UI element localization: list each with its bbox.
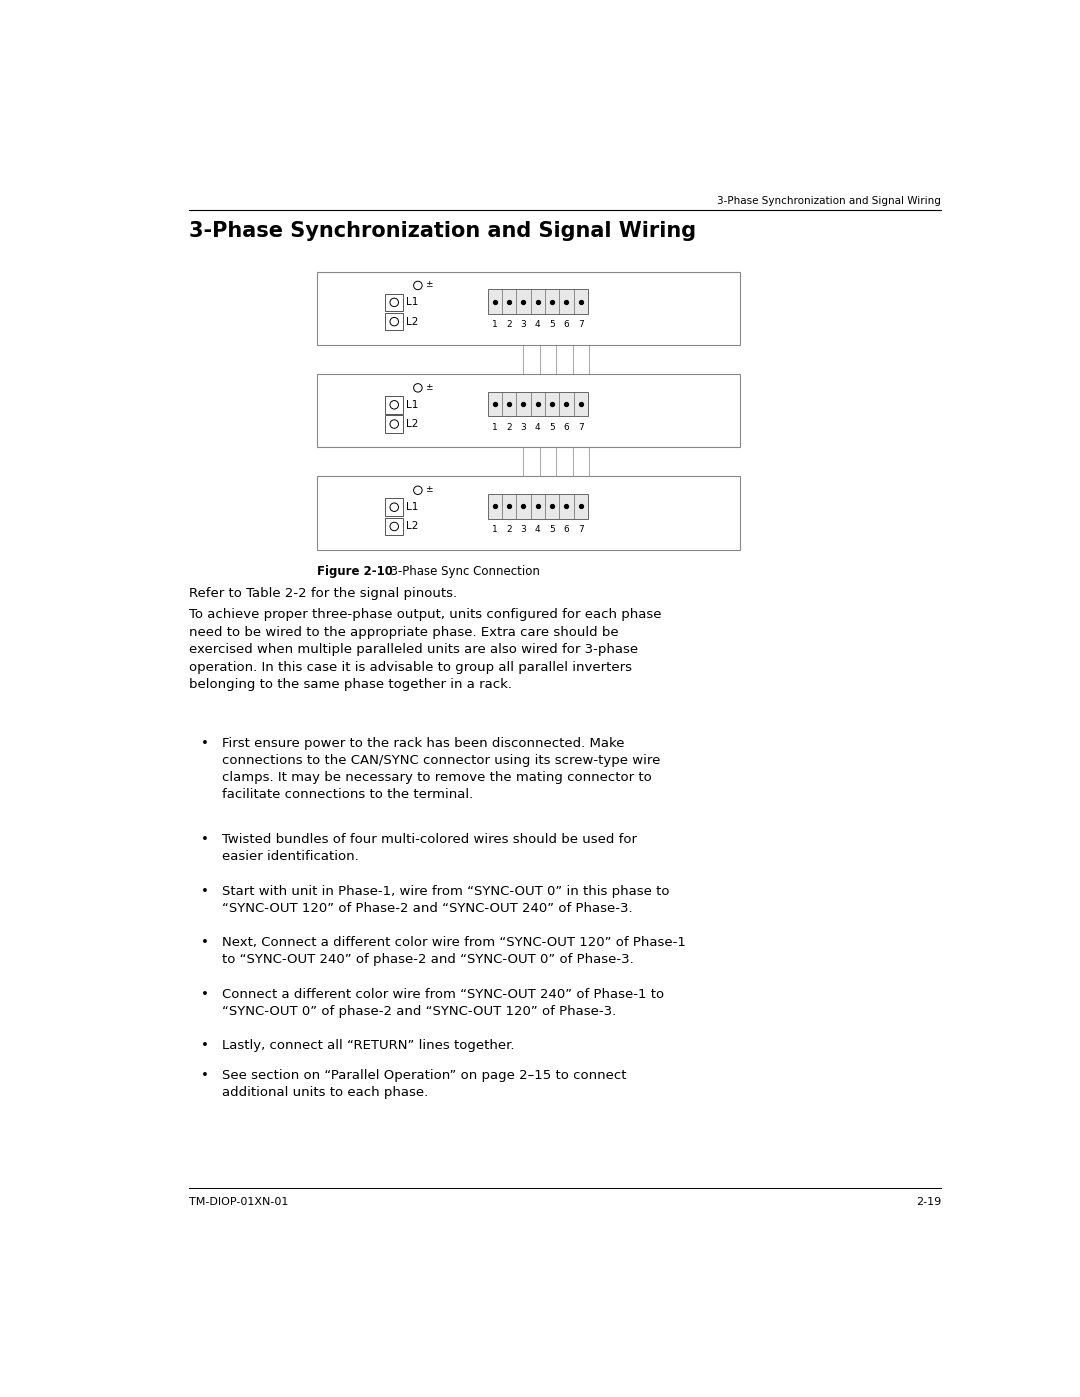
Text: 5: 5 [550, 320, 555, 330]
Text: 2-19: 2-19 [916, 1197, 941, 1207]
Text: ±: ± [424, 485, 432, 495]
Text: •: • [201, 833, 208, 847]
Bar [386, 313, 403, 331]
Text: L1: L1 [406, 298, 419, 307]
Text: •: • [201, 936, 208, 949]
Text: 7: 7 [578, 320, 583, 330]
Bar [318, 374, 740, 447]
Text: Next, Connect a different color wire from “SYNC-OUT 120” of Phase-1
to “SYNC-OUT: Next, Connect a different color wire fro… [221, 936, 686, 967]
Bar [386, 499, 403, 515]
Bar [386, 395, 403, 414]
Text: Twisted bundles of four multi-colored wires should be used for
easier identifica: Twisted bundles of four multi-colored wi… [221, 833, 637, 863]
Text: 5: 5 [550, 422, 555, 432]
Text: 3: 3 [521, 525, 526, 534]
Text: Start with unit in Phase-1, wire from “SYNC-OUT 0” in this phase to
“SYNC-OUT 12: Start with unit in Phase-1, wire from “S… [221, 884, 670, 915]
Text: 3: 3 [521, 320, 526, 330]
Text: 3-Phase Synchronization and Signal Wiring: 3-Phase Synchronization and Signal Wirin… [189, 221, 697, 240]
Text: 3-Phase Synchronization and Signal Wiring: 3-Phase Synchronization and Signal Wirin… [717, 196, 941, 207]
Text: Connect a different color wire from “SYNC-OUT 240” of Phase-1 to
“SYNC-OUT 0” of: Connect a different color wire from “SYN… [221, 988, 664, 1017]
Text: 5: 5 [550, 525, 555, 534]
Bar [386, 518, 403, 535]
Text: •: • [201, 988, 208, 1000]
Text: 1: 1 [491, 525, 498, 534]
Text: 2: 2 [507, 422, 512, 432]
Text: 1: 1 [491, 320, 498, 330]
Text: L1: L1 [406, 502, 419, 513]
Text: See section on “Parallel Operation” on page 2–15 to connect
additional units to : See section on “Parallel Operation” on p… [221, 1069, 626, 1099]
Text: 3: 3 [521, 422, 526, 432]
Text: To achieve proper three-phase output, units configured for each phase
need to be: To achieve proper three-phase output, un… [189, 608, 662, 692]
Bar [386, 415, 403, 433]
Text: •: • [201, 1069, 208, 1081]
Text: L2: L2 [406, 419, 419, 429]
Text: 2: 2 [507, 525, 512, 534]
Bar [318, 271, 740, 345]
Text: 3-Phase Sync Connection: 3-Phase Sync Connection [383, 564, 540, 578]
Text: Lastly, connect all “RETURN” lines together.: Lastly, connect all “RETURN” lines toget… [221, 1039, 514, 1052]
Text: 7: 7 [578, 525, 583, 534]
Text: •: • [201, 1039, 208, 1052]
Bar [488, 289, 588, 314]
Text: L1: L1 [406, 400, 419, 409]
Text: 7: 7 [578, 422, 583, 432]
Bar [488, 495, 588, 518]
Bar [488, 391, 588, 416]
Text: 1: 1 [491, 422, 498, 432]
Text: 6: 6 [564, 422, 569, 432]
Text: 4: 4 [535, 525, 541, 534]
Text: 6: 6 [564, 320, 569, 330]
Text: L2: L2 [406, 521, 419, 531]
Text: ±: ± [424, 281, 432, 289]
Text: First ensure power to the rack has been disconnected. Make
connections to the CA: First ensure power to the rack has been … [221, 738, 660, 802]
Text: 6: 6 [564, 525, 569, 534]
Text: TM-DIOP-01XN-01: TM-DIOP-01XN-01 [189, 1197, 288, 1207]
Text: 4: 4 [535, 320, 541, 330]
Text: 2: 2 [507, 320, 512, 330]
Text: •: • [201, 738, 208, 750]
Bar [386, 293, 403, 312]
Text: Refer to Table 2-2 for the signal pinouts.: Refer to Table 2-2 for the signal pinout… [189, 587, 457, 599]
Text: 4: 4 [535, 422, 541, 432]
Bar [318, 476, 740, 549]
Text: ±: ± [424, 383, 432, 391]
Text: L2: L2 [406, 317, 419, 327]
Text: Figure 2-10: Figure 2-10 [318, 564, 393, 578]
Text: •: • [201, 884, 208, 897]
